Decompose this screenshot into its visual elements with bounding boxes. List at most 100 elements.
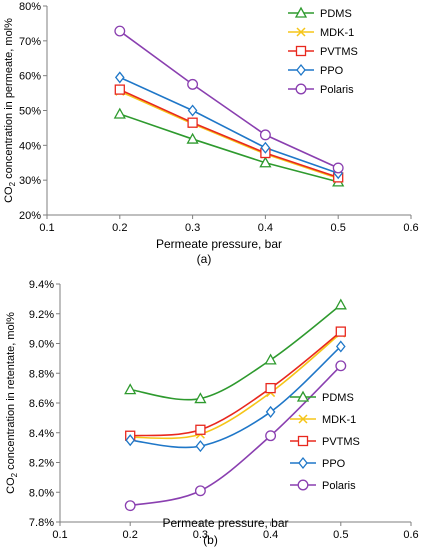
series-markers (113, 25, 345, 187)
legend-item-pvtms: PVTMS (290, 435, 360, 448)
legend-swatch-marker (296, 63, 306, 77)
data-point-polaris (124, 500, 136, 512)
x-tick-label: 0.1 (39, 222, 54, 234)
legend: PDMS MDK-1 PVTMS PPO Polaris (288, 6, 358, 96)
series-line-polaris (119, 30, 339, 169)
legend-swatch-marker (295, 83, 307, 95)
legend-label: PPO (322, 458, 346, 470)
legend-label: Polaris (322, 480, 356, 492)
legend-swatch-marker (296, 27, 306, 37)
x-tick-label: 0.3 (193, 529, 208, 541)
legend-swatch-marker (295, 45, 307, 57)
data-point-ppo (125, 434, 136, 447)
x-tick-label: 0.2 (112, 222, 127, 234)
data-point-pvtms (187, 117, 198, 128)
chart-b: 0.1 0.2 0.3 0.4 0.5 0.6 7.8% 8.0% 8.2% 8.4% 8.6% 8.… (5, 279, 419, 547)
legend-item-polaris: Polaris (290, 479, 356, 492)
data-point-pvtms (114, 84, 125, 95)
y-axis-label-part: concentration in permeate, mol% (3, 18, 15, 182)
y-tick-label: 8.0% (29, 487, 54, 499)
data-point-pvtms (195, 424, 206, 435)
legend-item-pvtms: PVTMS (288, 45, 358, 58)
data-point-pdms (264, 353, 277, 365)
data-point-pdms (113, 107, 126, 119)
legend-item-mdk-1: MDK-1 (288, 27, 354, 39)
data-point-polaris (332, 162, 344, 174)
data-point-pvtms (335, 326, 346, 337)
y-tick-label: 20% (19, 210, 41, 222)
data-point-polaris (335, 360, 347, 372)
series-markers (124, 298, 347, 512)
series-line-ppo (130, 345, 342, 449)
legend-label: PDMS (322, 392, 354, 404)
data-point-polaris (114, 25, 126, 37)
series-line-ppo (119, 76, 339, 174)
y-tick-label: 60% (19, 71, 41, 83)
y-axis-label-part: CO (3, 186, 15, 203)
y-axis-label-subscript: 2 (10, 472, 19, 477)
y-tick-label: 40% (19, 140, 41, 152)
legend-label: PVTMS (320, 46, 358, 58)
legend-item-ppo: PPO (290, 456, 346, 470)
x-tick-label: 0.6 (403, 222, 418, 234)
data-point-ppo (195, 440, 206, 453)
data-point-ppo (260, 141, 271, 154)
y-tick-label: 9.2% (29, 309, 54, 321)
y-tick-label: 9.4% (29, 279, 54, 291)
y-tick-label: 8.6% (29, 398, 54, 410)
y-tick-label: 8.4% (29, 428, 54, 440)
x-tick-label: 0.4 (258, 222, 273, 234)
legend-label: Polaris (320, 84, 354, 96)
legend-swatch-marker (296, 390, 310, 402)
y-axis-label-part: CO (5, 477, 17, 494)
legend-label: PVTMS (322, 436, 360, 448)
y-tick-label: 70% (19, 36, 41, 48)
y-axis-label: CO2 concentration in retentate, mol% (5, 312, 19, 494)
y-tick-label: 7.8% (29, 517, 54, 529)
y-tick-label: 50% (19, 106, 41, 118)
data-point-pdms (194, 392, 207, 404)
data-point-ppo (187, 104, 198, 117)
data-point-polaris (265, 430, 277, 442)
data-point-pdms (124, 383, 137, 395)
x-axis-label: Permeate pressure, bar (162, 516, 288, 530)
data-point-pdms (334, 298, 347, 310)
legend-item-pdms: PDMS (288, 6, 352, 20)
tick-labels: 0.1 0.2 0.3 0.4 0.5 0.6 7.8% 8.0% 8.2% 8.4% 8.6% 8.… (29, 279, 419, 541)
y-tick-label: 8.8% (29, 368, 54, 380)
panel-label-b: (b) (203, 533, 218, 547)
legend-label: PDMS (320, 8, 352, 20)
x-axis-label: Permeate pressure, bar (156, 237, 282, 251)
x-tick-label: 0.2 (123, 529, 138, 541)
legend-label: MDK-1 (320, 27, 354, 39)
x-tick-label: 0.6 (403, 529, 418, 541)
legend-item-mdk-1: MDK-1 (290, 414, 356, 426)
data-point-polaris (194, 485, 206, 497)
y-axis-label: CO2 concentration in permeate, mol% (3, 18, 17, 203)
y-tick-label: 8.2% (29, 458, 54, 470)
data-point-ppo (265, 405, 276, 418)
legend-item-polaris: Polaris (288, 83, 354, 96)
data-point-polaris (187, 78, 199, 90)
legend: PDMS MDK-1 PVTMS PPO Polaris (290, 390, 360, 492)
series-line-pdms (130, 304, 342, 401)
legend-swatch-marker (298, 414, 308, 424)
legend-swatch-marker (298, 456, 308, 470)
tick-labels: 0.1 0.2 0.3 0.4 0.5 0.6 20% 30% 40% 50% 60% 70% 80% (19, 1, 419, 234)
x-tick-label: 0.3 (185, 222, 200, 234)
legend-swatch-marker (297, 479, 309, 491)
series-lines (130, 304, 342, 507)
y-tick-label: 30% (19, 175, 41, 187)
x-tick-label: 0.4 (263, 529, 278, 541)
series-line-mdk-1 (119, 90, 339, 180)
x-tick-label: 0.5 (331, 222, 346, 234)
legend-item-pdms: PDMS (290, 390, 354, 404)
series-line-mdk-1 (130, 332, 342, 440)
data-point-pdms (186, 132, 199, 144)
series-line-polaris (130, 365, 342, 507)
legend-swatch-marker (297, 435, 309, 447)
x-tick-label: 0.5 (333, 529, 348, 541)
legend-label: PPO (320, 65, 344, 77)
